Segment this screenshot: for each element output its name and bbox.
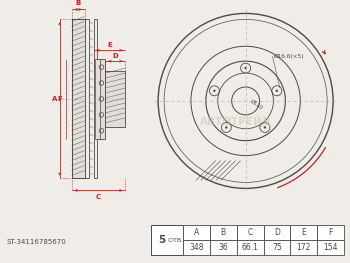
Bar bbox=[290, 240, 317, 255]
Bar bbox=[210, 225, 237, 240]
Text: АВТОТРЕЙД: АВТОТРЕЙД bbox=[199, 115, 272, 127]
Text: E: E bbox=[301, 228, 306, 237]
Bar bbox=[105, 71, 125, 127]
Bar bbox=[237, 225, 264, 240]
Bar bbox=[237, 240, 264, 255]
Text: B: B bbox=[221, 228, 226, 237]
Text: B: B bbox=[76, 1, 81, 7]
Bar bbox=[264, 240, 290, 255]
Bar bbox=[317, 240, 344, 255]
Bar bbox=[85, 19, 89, 179]
Bar bbox=[96, 59, 100, 139]
Text: F: F bbox=[328, 228, 333, 237]
Text: ОТВ.: ОТВ. bbox=[166, 237, 183, 242]
Bar bbox=[317, 225, 344, 240]
Text: E: E bbox=[107, 42, 112, 48]
Text: Ø120: Ø120 bbox=[250, 99, 264, 111]
Circle shape bbox=[264, 126, 266, 129]
Text: D: D bbox=[112, 53, 118, 59]
Bar bbox=[98, 59, 105, 139]
Text: ST-34116785670: ST-34116785670 bbox=[7, 239, 67, 245]
Bar bbox=[151, 225, 183, 255]
Text: 172: 172 bbox=[296, 243, 311, 252]
Text: C: C bbox=[96, 194, 101, 200]
Bar bbox=[183, 225, 210, 240]
Text: Ø16.6(×5): Ø16.6(×5) bbox=[273, 54, 304, 59]
Bar bbox=[264, 225, 290, 240]
Circle shape bbox=[213, 90, 216, 92]
Bar bbox=[210, 240, 237, 255]
Bar bbox=[290, 225, 317, 240]
Circle shape bbox=[225, 126, 228, 129]
Text: C: C bbox=[247, 228, 253, 237]
Text: 75: 75 bbox=[272, 243, 282, 252]
Text: 154: 154 bbox=[323, 243, 338, 252]
Bar bbox=[72, 19, 85, 179]
Text: F: F bbox=[57, 96, 62, 102]
Text: A: A bbox=[194, 228, 199, 237]
Bar bbox=[183, 240, 210, 255]
Text: 5: 5 bbox=[158, 235, 166, 245]
Text: A: A bbox=[52, 96, 57, 102]
Text: 66.1: 66.1 bbox=[241, 243, 259, 252]
Circle shape bbox=[275, 90, 278, 92]
Circle shape bbox=[244, 67, 247, 69]
Bar bbox=[93, 19, 98, 179]
Text: 36: 36 bbox=[218, 243, 228, 252]
Text: D: D bbox=[274, 228, 280, 237]
Text: 348: 348 bbox=[189, 243, 204, 252]
